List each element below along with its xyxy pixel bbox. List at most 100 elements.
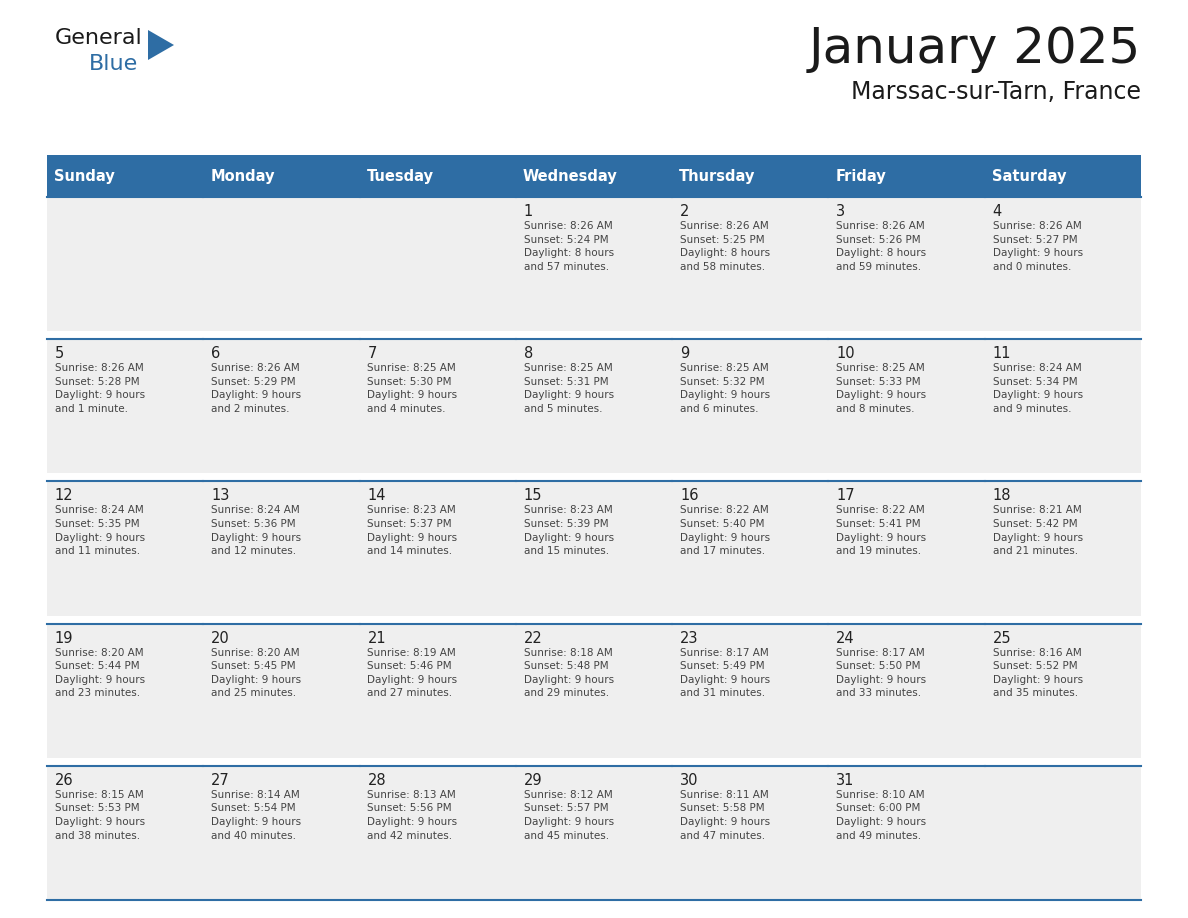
Text: Sunrise: 8:24 AM
Sunset: 5:36 PM
Daylight: 9 hours
and 12 minutes.: Sunrise: 8:24 AM Sunset: 5:36 PM Dayligh… (211, 506, 302, 556)
Text: Sunrise: 8:23 AM
Sunset: 5:39 PM
Daylight: 9 hours
and 15 minutes.: Sunrise: 8:23 AM Sunset: 5:39 PM Dayligh… (524, 506, 614, 556)
Text: 10: 10 (836, 346, 855, 361)
Text: Sunrise: 8:25 AM
Sunset: 5:30 PM
Daylight: 9 hours
and 4 minutes.: Sunrise: 8:25 AM Sunset: 5:30 PM Dayligh… (367, 364, 457, 414)
Text: Monday: Monday (210, 169, 274, 184)
Text: 5: 5 (55, 346, 64, 361)
Text: Sunrise: 8:15 AM
Sunset: 5:53 PM
Daylight: 9 hours
and 38 minutes.: Sunrise: 8:15 AM Sunset: 5:53 PM Dayligh… (55, 789, 145, 841)
Bar (516, 766, 672, 900)
Text: 29: 29 (524, 773, 542, 788)
Text: 15: 15 (524, 488, 542, 503)
Text: Wednesday: Wednesday (523, 169, 618, 184)
Text: 26: 26 (55, 773, 74, 788)
Text: 6: 6 (211, 346, 220, 361)
Text: Sunrise: 8:25 AM
Sunset: 5:33 PM
Daylight: 9 hours
and 8 minutes.: Sunrise: 8:25 AM Sunset: 5:33 PM Dayligh… (836, 364, 927, 414)
Bar (48, 339, 203, 474)
Text: Sunrise: 8:17 AM
Sunset: 5:49 PM
Daylight: 9 hours
and 31 minutes.: Sunrise: 8:17 AM Sunset: 5:49 PM Dayligh… (680, 647, 770, 699)
Text: 16: 16 (680, 488, 699, 503)
Text: 25: 25 (992, 631, 1011, 645)
Bar (672, 623, 828, 757)
Polygon shape (148, 30, 173, 60)
Text: 19: 19 (55, 631, 74, 645)
Bar (203, 481, 360, 616)
Bar (672, 481, 828, 616)
Text: 12: 12 (55, 488, 74, 503)
Text: Sunrise: 8:22 AM
Sunset: 5:40 PM
Daylight: 9 hours
and 17 minutes.: Sunrise: 8:22 AM Sunset: 5:40 PM Dayligh… (680, 506, 770, 556)
Text: Sunrise: 8:24 AM
Sunset: 5:35 PM
Daylight: 9 hours
and 11 minutes.: Sunrise: 8:24 AM Sunset: 5:35 PM Dayligh… (55, 506, 145, 556)
Text: Sunrise: 8:25 AM
Sunset: 5:32 PM
Daylight: 9 hours
and 6 minutes.: Sunrise: 8:25 AM Sunset: 5:32 PM Dayligh… (680, 364, 770, 414)
Bar (203, 339, 360, 474)
Text: Sunrise: 8:10 AM
Sunset: 6:00 PM
Daylight: 9 hours
and 49 minutes.: Sunrise: 8:10 AM Sunset: 6:00 PM Dayligh… (836, 789, 927, 841)
Text: 1: 1 (524, 204, 533, 219)
Bar (360, 339, 516, 474)
Text: 3: 3 (836, 204, 846, 219)
Text: Sunrise: 8:26 AM
Sunset: 5:24 PM
Daylight: 8 hours
and 57 minutes.: Sunrise: 8:26 AM Sunset: 5:24 PM Dayligh… (524, 221, 614, 272)
Text: 2: 2 (680, 204, 689, 219)
Text: Sunrise: 8:26 AM
Sunset: 5:26 PM
Daylight: 8 hours
and 59 minutes.: Sunrise: 8:26 AM Sunset: 5:26 PM Dayligh… (836, 221, 927, 272)
Bar (985, 155, 1140, 197)
Text: 14: 14 (367, 488, 386, 503)
Bar (516, 155, 672, 197)
Text: 21: 21 (367, 631, 386, 645)
Text: Blue: Blue (89, 54, 138, 74)
Text: Sunday: Sunday (53, 169, 115, 184)
Text: Sunrise: 8:20 AM
Sunset: 5:44 PM
Daylight: 9 hours
and 23 minutes.: Sunrise: 8:20 AM Sunset: 5:44 PM Dayligh… (55, 647, 145, 699)
Text: Sunrise: 8:22 AM
Sunset: 5:41 PM
Daylight: 9 hours
and 19 minutes.: Sunrise: 8:22 AM Sunset: 5:41 PM Dayligh… (836, 506, 927, 556)
Bar (985, 623, 1140, 757)
Text: Tuesday: Tuesday (367, 169, 434, 184)
Bar (828, 481, 985, 616)
Text: Marssac-sur-Tarn, France: Marssac-sur-Tarn, France (851, 80, 1140, 104)
Text: 23: 23 (680, 631, 699, 645)
Text: 17: 17 (836, 488, 855, 503)
Bar (48, 155, 203, 197)
Text: Thursday: Thursday (680, 169, 756, 184)
Text: Sunrise: 8:16 AM
Sunset: 5:52 PM
Daylight: 9 hours
and 35 minutes.: Sunrise: 8:16 AM Sunset: 5:52 PM Dayligh… (992, 647, 1082, 699)
Text: 7: 7 (367, 346, 377, 361)
Text: 9: 9 (680, 346, 689, 361)
Text: Sunrise: 8:12 AM
Sunset: 5:57 PM
Daylight: 9 hours
and 45 minutes.: Sunrise: 8:12 AM Sunset: 5:57 PM Dayligh… (524, 789, 614, 841)
Text: Saturday: Saturday (992, 169, 1067, 184)
Bar (516, 481, 672, 616)
Text: January 2025: January 2025 (809, 25, 1140, 73)
Bar (48, 766, 203, 900)
Bar (203, 623, 360, 757)
Text: Sunrise: 8:21 AM
Sunset: 5:42 PM
Daylight: 9 hours
and 21 minutes.: Sunrise: 8:21 AM Sunset: 5:42 PM Dayligh… (992, 506, 1082, 556)
Bar (985, 339, 1140, 474)
Bar (828, 197, 985, 331)
Bar (516, 197, 672, 331)
Bar (985, 197, 1140, 331)
Text: Friday: Friday (835, 169, 886, 184)
Bar (828, 339, 985, 474)
Bar (203, 155, 360, 197)
Bar (985, 766, 1140, 900)
Bar (828, 623, 985, 757)
Bar (672, 766, 828, 900)
Text: 11: 11 (992, 346, 1011, 361)
Bar (985, 481, 1140, 616)
Text: 18: 18 (992, 488, 1011, 503)
Text: 20: 20 (211, 631, 229, 645)
Bar (672, 197, 828, 331)
Text: Sunrise: 8:26 AM
Sunset: 5:27 PM
Daylight: 9 hours
and 0 minutes.: Sunrise: 8:26 AM Sunset: 5:27 PM Dayligh… (992, 221, 1082, 272)
Text: 24: 24 (836, 631, 855, 645)
Bar (48, 623, 203, 757)
Bar (516, 623, 672, 757)
Text: 4: 4 (992, 204, 1001, 219)
Text: General: General (55, 28, 143, 48)
Text: Sunrise: 8:24 AM
Sunset: 5:34 PM
Daylight: 9 hours
and 9 minutes.: Sunrise: 8:24 AM Sunset: 5:34 PM Dayligh… (992, 364, 1082, 414)
Text: Sunrise: 8:11 AM
Sunset: 5:58 PM
Daylight: 9 hours
and 47 minutes.: Sunrise: 8:11 AM Sunset: 5:58 PM Dayligh… (680, 789, 770, 841)
Bar (672, 155, 828, 197)
Text: Sunrise: 8:25 AM
Sunset: 5:31 PM
Daylight: 9 hours
and 5 minutes.: Sunrise: 8:25 AM Sunset: 5:31 PM Dayligh… (524, 364, 614, 414)
Text: 28: 28 (367, 773, 386, 788)
Text: Sunrise: 8:18 AM
Sunset: 5:48 PM
Daylight: 9 hours
and 29 minutes.: Sunrise: 8:18 AM Sunset: 5:48 PM Dayligh… (524, 647, 614, 699)
Text: Sunrise: 8:26 AM
Sunset: 5:29 PM
Daylight: 9 hours
and 2 minutes.: Sunrise: 8:26 AM Sunset: 5:29 PM Dayligh… (211, 364, 302, 414)
Text: Sunrise: 8:26 AM
Sunset: 5:25 PM
Daylight: 8 hours
and 58 minutes.: Sunrise: 8:26 AM Sunset: 5:25 PM Dayligh… (680, 221, 770, 272)
Bar (360, 766, 516, 900)
Text: Sunrise: 8:19 AM
Sunset: 5:46 PM
Daylight: 9 hours
and 27 minutes.: Sunrise: 8:19 AM Sunset: 5:46 PM Dayligh… (367, 647, 457, 699)
Text: 13: 13 (211, 488, 229, 503)
Text: 27: 27 (211, 773, 229, 788)
Bar (516, 339, 672, 474)
Bar (828, 766, 985, 900)
Bar (48, 481, 203, 616)
Text: Sunrise: 8:26 AM
Sunset: 5:28 PM
Daylight: 9 hours
and 1 minute.: Sunrise: 8:26 AM Sunset: 5:28 PM Dayligh… (55, 364, 145, 414)
Text: 22: 22 (524, 631, 543, 645)
Bar (672, 339, 828, 474)
